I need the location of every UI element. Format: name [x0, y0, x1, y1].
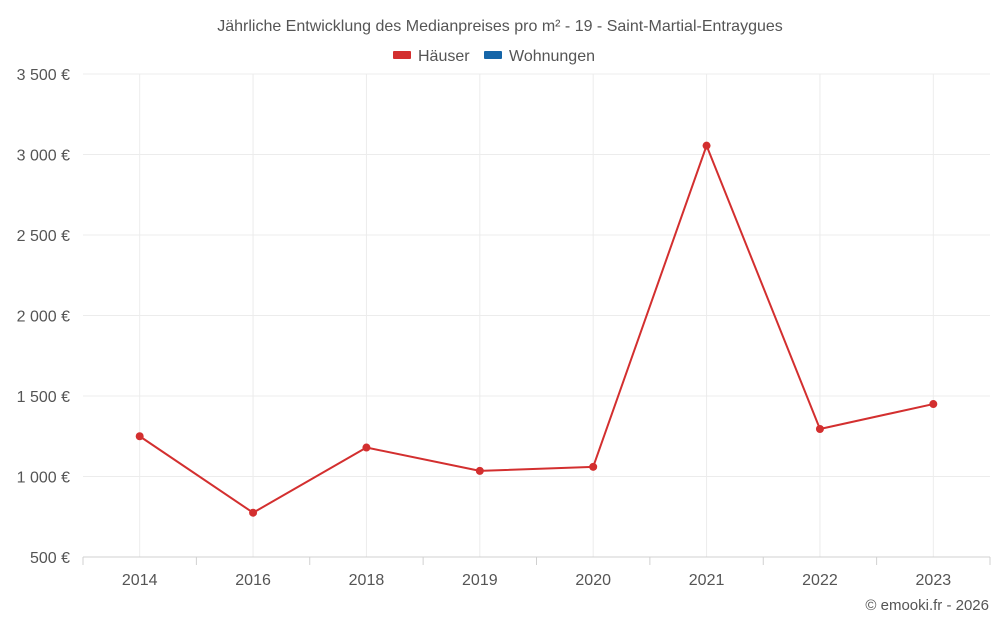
data-point[interactable]	[929, 400, 938, 409]
credit-text: © emooki.fr - 2026	[865, 597, 989, 614]
x-tick-label: 2019	[462, 572, 498, 589]
gridlines	[83, 73, 990, 557]
data-point[interactable]	[815, 425, 824, 434]
chart-title: Jährliche Entwicklung des Medianpreises …	[217, 18, 783, 35]
legend-swatch-wohnungen	[484, 51, 502, 59]
data-point[interactable]	[702, 141, 711, 150]
y-axis: 500 € 1 000 € 1 500 € 2 000 € 2 500 € 3 000 €…	[17, 67, 70, 567]
x-tick-label: 2016	[235, 572, 271, 589]
series-haeuser	[135, 141, 938, 517]
legend-label-haeuser: Häuser	[418, 48, 470, 65]
y-tick-label: 500 €	[30, 550, 70, 567]
legend-label-wohnungen: Wohnungen	[509, 48, 595, 65]
x-axis: 2014 2016 2018 2019 2020 2021 2022 2023	[82, 556, 991, 589]
x-tick-label: 2014	[122, 572, 158, 589]
y-tick-label: 1 500 €	[17, 389, 70, 406]
data-point[interactable]	[362, 443, 371, 452]
x-tick-label: 2023	[916, 572, 952, 589]
series-line-0	[139, 144, 934, 514]
legend-swatch-haeuser	[393, 51, 411, 59]
y-tick-label: 2 000 €	[17, 309, 70, 326]
data-point[interactable]	[135, 432, 144, 441]
x-tick-label: 2020	[575, 572, 611, 589]
legend-item-wohnungen[interactable]: Wohnungen	[484, 48, 595, 65]
y-tick-label: 3 500 €	[17, 67, 70, 84]
y-tick-label: 3 000 €	[17, 148, 70, 165]
x-tick-label: 2021	[689, 572, 725, 589]
data-point[interactable]	[589, 462, 598, 471]
y-tick-label: 1 000 €	[17, 470, 70, 487]
data-point[interactable]	[249, 508, 258, 517]
legend: Häuser Wohnungen	[393, 48, 595, 65]
x-tick-label: 2022	[802, 572, 838, 589]
y-tick-label: 2 500 €	[17, 228, 70, 245]
legend-item-haeuser[interactable]: Häuser	[393, 48, 470, 65]
x-tick-label: 2018	[349, 572, 385, 589]
data-point[interactable]	[475, 466, 484, 475]
